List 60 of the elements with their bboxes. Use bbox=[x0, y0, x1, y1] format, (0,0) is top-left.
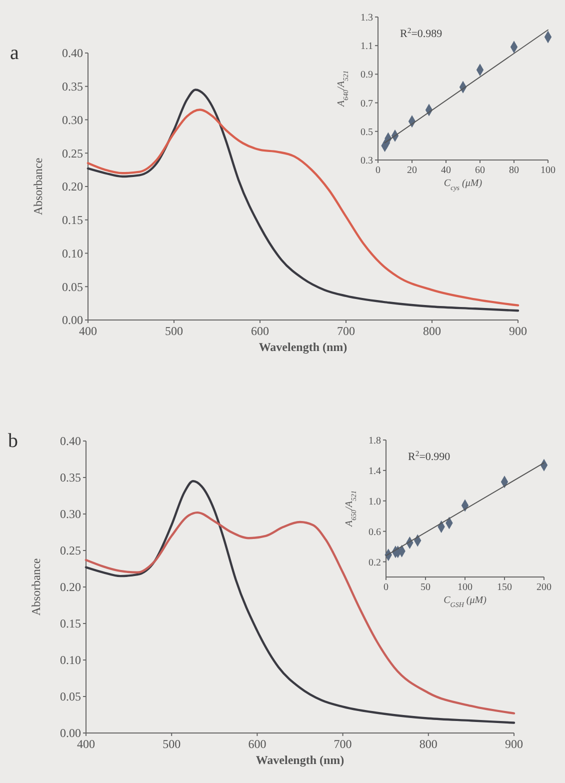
x-tick-label: 100 bbox=[458, 582, 472, 593]
annotation: R$^{2}$=0.989 bbox=[400, 26, 443, 40]
y-tick-label: 0.6 bbox=[368, 526, 381, 538]
y-tick-label: 0.30 bbox=[62, 112, 83, 127]
y-tick-label: 1.8 bbox=[368, 436, 381, 446]
chart-title: b bbox=[8, 430, 18, 452]
x-axis-title: Wavelength (nm) bbox=[256, 753, 344, 768]
x-tick-label: 700 bbox=[337, 324, 355, 338]
x-tick-label: 150 bbox=[497, 582, 512, 593]
y-tick-label: 1.0 bbox=[368, 496, 381, 508]
x-tick-label: 500 bbox=[165, 324, 183, 338]
y-tick-label: 0.7 bbox=[360, 98, 373, 110]
y-tick-label: 0.20 bbox=[62, 180, 83, 194]
x-tick-label: 40 bbox=[441, 165, 451, 176]
y-tick-label: 0.10 bbox=[62, 246, 83, 260]
y-tick-label: 0.35 bbox=[62, 80, 83, 94]
x-tick-label: 50 bbox=[420, 582, 430, 593]
x-tick-label: 80 bbox=[509, 165, 519, 176]
y-tick-label: 0.05 bbox=[62, 280, 83, 294]
y-axis-title: Absorbance bbox=[31, 158, 45, 216]
y-tick-label: 1.1 bbox=[360, 41, 373, 52]
x-axis-title: C$_{GSH}$ (μM) bbox=[444, 595, 488, 609]
line-series bbox=[84, 480, 516, 724]
y-tick-label: 0.40 bbox=[62, 46, 83, 60]
y-tick-label: 0.10 bbox=[60, 653, 81, 668]
y-tick-label: 0.9 bbox=[360, 70, 373, 81]
y-tick-label: 0.25 bbox=[60, 544, 81, 558]
x-tick-label: 60 bbox=[475, 165, 485, 176]
y-tick-label: 0.5 bbox=[360, 126, 373, 138]
chart-title: a bbox=[10, 42, 19, 64]
x-tick-label: 20 bbox=[407, 165, 417, 176]
y-tick-label: 1.3 bbox=[360, 12, 373, 24]
x-tick-label: 800 bbox=[423, 324, 441, 338]
y-axis-title: Absorbance bbox=[29, 558, 43, 616]
y-tick-label: 0.20 bbox=[60, 580, 81, 594]
y-tick-label: 0.30 bbox=[60, 507, 81, 522]
x-axis-title: C$_{cys}$ (μM) bbox=[444, 178, 483, 192]
x-tick-label: 900 bbox=[505, 737, 523, 751]
x-tick-label: 100 bbox=[540, 165, 556, 176]
x-tick-label: 500 bbox=[162, 737, 181, 751]
y-tick-label: 0.40 bbox=[60, 434, 81, 448]
x-tick-label: 600 bbox=[248, 737, 266, 751]
y-tick-label: 0.15 bbox=[60, 616, 81, 631]
x-tick-label: 600 bbox=[251, 324, 269, 338]
x-tick-label: 0 bbox=[384, 582, 388, 593]
y-tick-label: 1.4 bbox=[368, 466, 381, 477]
y-tick-label: 0.15 bbox=[62, 213, 83, 228]
y-tick-label: 0.2 bbox=[368, 557, 381, 568]
x-tick-label: 900 bbox=[509, 324, 527, 338]
x-tick-label: 0 bbox=[376, 165, 380, 176]
y-tick-label: 0.3 bbox=[360, 156, 373, 166]
x-axis-title: Wavelength (nm) bbox=[258, 340, 348, 354]
annotation: R$^{2}$=0.990 bbox=[408, 448, 451, 463]
line-series bbox=[84, 511, 516, 714]
y-tick-label: 0.05 bbox=[60, 690, 81, 704]
y-tick-label: 0.35 bbox=[60, 470, 81, 485]
x-tick-label: 700 bbox=[334, 737, 352, 751]
y-tick-label: 0.25 bbox=[62, 146, 83, 160]
x-tick-label: 200 bbox=[536, 582, 552, 593]
x-tick-label: 800 bbox=[419, 737, 438, 751]
